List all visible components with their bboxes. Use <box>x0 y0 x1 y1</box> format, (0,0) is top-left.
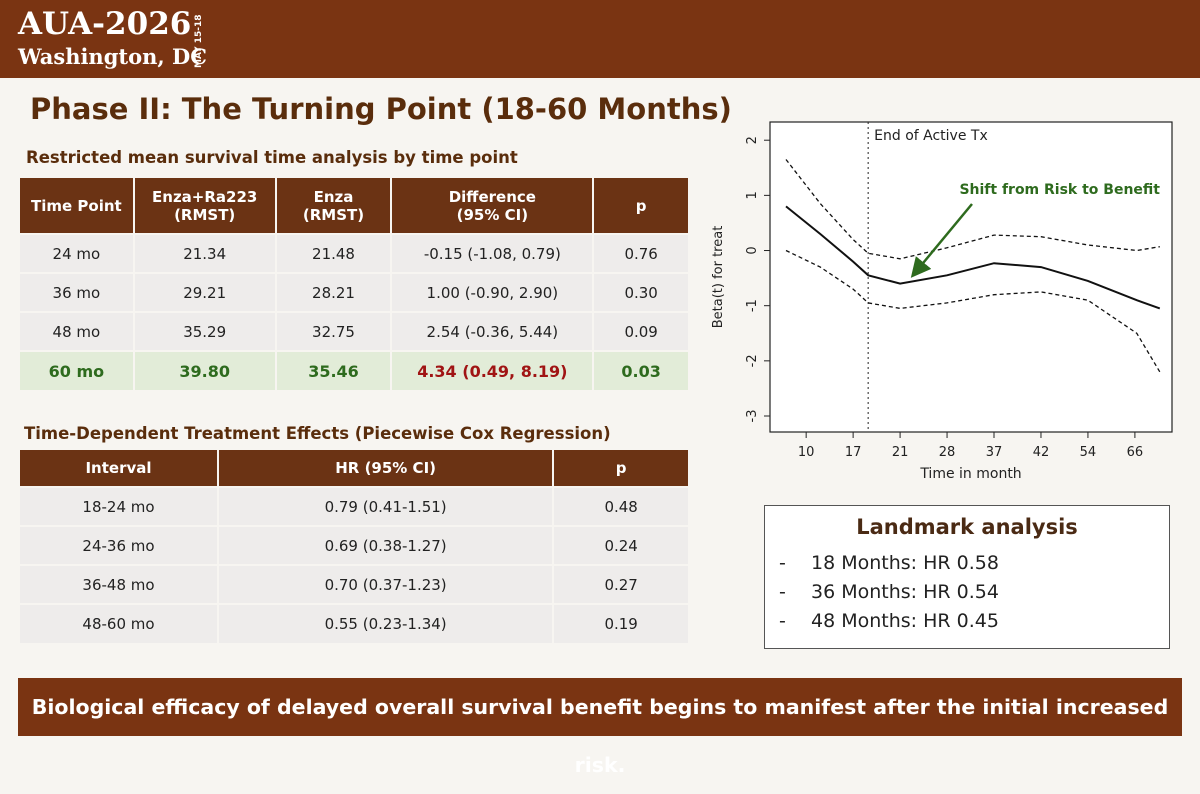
table-cell: 0.48 <box>553 486 690 526</box>
table-row: 24-36 mo 0.69 (0.38-1.27) 0.24 <box>20 525 690 565</box>
table-title: Restricted mean survival time analysis b… <box>26 148 518 167</box>
series-line <box>785 249 1161 373</box>
x-tick-label: 37 <box>986 445 1003 460</box>
chart: -3 -2 -1 0 1 2 10 17 21 28 37 42 54 66 Time in month Be… <box>711 121 1173 482</box>
table-cell: 60 mo <box>20 350 135 390</box>
table-row: 48 mo 35.29 32.75 2.54 (-0.36, 5.44) 0.09 <box>20 311 690 351</box>
x-tick-label: 42 <box>1033 445 1050 460</box>
x-axis-label: Time in month <box>919 466 1021 482</box>
slide-title: Phase II: The Turning Point (18-60 Month… <box>30 92 732 126</box>
header-dates: MAY 15-18 <box>194 14 204 69</box>
cox-table: Interval HR (95% CI) p 18-24 mo 0.79 (0.41-1… <box>20 450 690 643</box>
table-row: 24 mo 21.34 21.48 -0.15 (-1.08, 0.79) 0.76 <box>20 233 690 273</box>
column-header: Difference (95% CI) <box>391 178 595 234</box>
annotation: Shift from Risk to Benefit <box>959 182 1160 198</box>
table-cell: 0.79 (0.41-1.51) <box>217 486 555 526</box>
header-row: Time Point Enza+Ra223 (RMST) Enza (RMST) Di… <box>20 178 690 234</box>
column-header: p <box>593 178 690 234</box>
x-tick-label: 66 <box>1127 445 1144 460</box>
table-cell: 0.03 <box>593 350 690 390</box>
x-tick-label: 28 <box>939 445 956 460</box>
table-row: 36-48 mo 0.70 (0.37-1.23) 0.27 <box>20 564 690 604</box>
x-tick-label: 10 <box>798 445 815 460</box>
plot-frame <box>769 121 1173 433</box>
landmark-item: 36 Months: HR 0.54 <box>779 578 1169 607</box>
table-cell: 28.21 <box>275 272 393 312</box>
table-cell: 2.54 (-0.36, 5.44) <box>391 311 595 351</box>
table-cell: 0.69 (0.38-1.27) <box>217 525 555 565</box>
table-cell: 32.75 <box>275 311 393 351</box>
table-cell: 4.34 (0.49, 8.19) <box>391 350 595 390</box>
header: AUA-2026 Washington, DC MAY 15-18 <box>0 0 1200 78</box>
landmark-item: 18 Months: HR 0.58 <box>779 549 1169 578</box>
x-tick-label: 54 <box>1080 445 1097 460</box>
table-cell: 0.24 <box>553 525 690 565</box>
table-row: 36 mo 29.21 28.21 1.00 (-0.90, 2.90) 0.30 <box>20 272 690 312</box>
table-cell: 48-60 mo <box>20 603 219 643</box>
slide: AUA-2026 Washington, DC MAY 15-18 Phase … <box>0 0 1200 766</box>
y-tick-label: 0 <box>745 246 760 254</box>
table-cell: 39.80 <box>133 350 277 390</box>
landmark-title: Landmark analysis <box>856 515 1078 539</box>
table-cell: 0.19 <box>553 603 690 643</box>
x-tick-label: 17 <box>845 445 862 460</box>
column-header: Enza+Ra223 (RMST) <box>133 178 277 234</box>
table-cell: 36 mo <box>20 272 135 312</box>
column-header: p <box>553 450 690 487</box>
table-cell: 35.29 <box>133 311 277 351</box>
table-cell: 0.76 <box>593 233 690 273</box>
column-header: HR (95% CI) <box>217 450 555 487</box>
y-tick-label: 2 <box>745 136 760 144</box>
column-header: Enza (RMST) <box>275 178 393 234</box>
rmst-table: Time Point Enza+Ra223 (RMST) Enza (RMST) Di… <box>20 178 690 390</box>
column-header: Interval <box>20 450 219 487</box>
y-axis-label: Beta(t) for treat <box>711 226 726 329</box>
landmark-list: 18 Months: HR 0.5836 Months: HR 0.5448 M… <box>765 549 1169 636</box>
table-cell: 0.70 (0.37-1.23) <box>217 564 555 604</box>
y-tick-label: -1 <box>745 299 760 312</box>
table-row: 18-24 mo 0.79 (0.41-1.51) 0.48 <box>20 486 690 526</box>
y-tick-label: -2 <box>745 354 760 367</box>
table-cell: 0.09 <box>593 311 690 351</box>
table-cell: 0.27 <box>553 564 690 604</box>
table-title: Time-Dependent Treatment Effects (Piecew… <box>24 424 611 443</box>
y-tick-label: 1 <box>745 191 760 199</box>
series-line <box>785 205 1161 310</box>
header-row: Interval HR (95% CI) p <box>20 450 690 487</box>
table-cell: 21.34 <box>133 233 277 273</box>
table-cell: -0.15 (-1.08, 0.79) <box>391 233 595 273</box>
landmark-item: 48 Months: HR 0.45 <box>779 607 1169 636</box>
table-row: 60 mo 39.80 35.46 4.34 (0.49, 8.19) 0.03 <box>20 350 690 390</box>
table-cell: 48 mo <box>20 311 135 351</box>
table-cell: 21.48 <box>275 233 393 273</box>
table-cell: 36-48 mo <box>20 564 219 604</box>
table-row: 48-60 mo 0.55 (0.23-1.34) 0.19 <box>20 603 690 643</box>
table-cell: 24-36 mo <box>20 525 219 565</box>
x-tick-label: 21 <box>892 445 909 460</box>
landmark-box: Landmark analysis 18 Months: HR 0.5836 M… <box>764 505 1170 649</box>
header-location: Washington, DC <box>18 44 207 69</box>
table-cell: 24 mo <box>20 233 135 273</box>
table-cell: 18-24 mo <box>20 486 219 526</box>
table-cell: 0.30 <box>593 272 690 312</box>
table-cell: 35.46 <box>275 350 393 390</box>
y-tick-label: -3 <box>745 410 760 423</box>
annotation-arrow <box>910 203 973 278</box>
series-line <box>785 159 1160 260</box>
table-cell: 1.00 (-0.90, 2.90) <box>391 272 595 312</box>
reference-label: End of Active Tx <box>874 128 988 144</box>
table-cell: 29.21 <box>133 272 277 312</box>
column-header: Time Point <box>20 178 135 234</box>
footer: Biological efficacy of delayed overall s… <box>18 678 1182 777</box>
header-title: AUA-2026 <box>18 6 192 42</box>
table-cell: 0.55 (0.23-1.34) <box>217 603 555 643</box>
